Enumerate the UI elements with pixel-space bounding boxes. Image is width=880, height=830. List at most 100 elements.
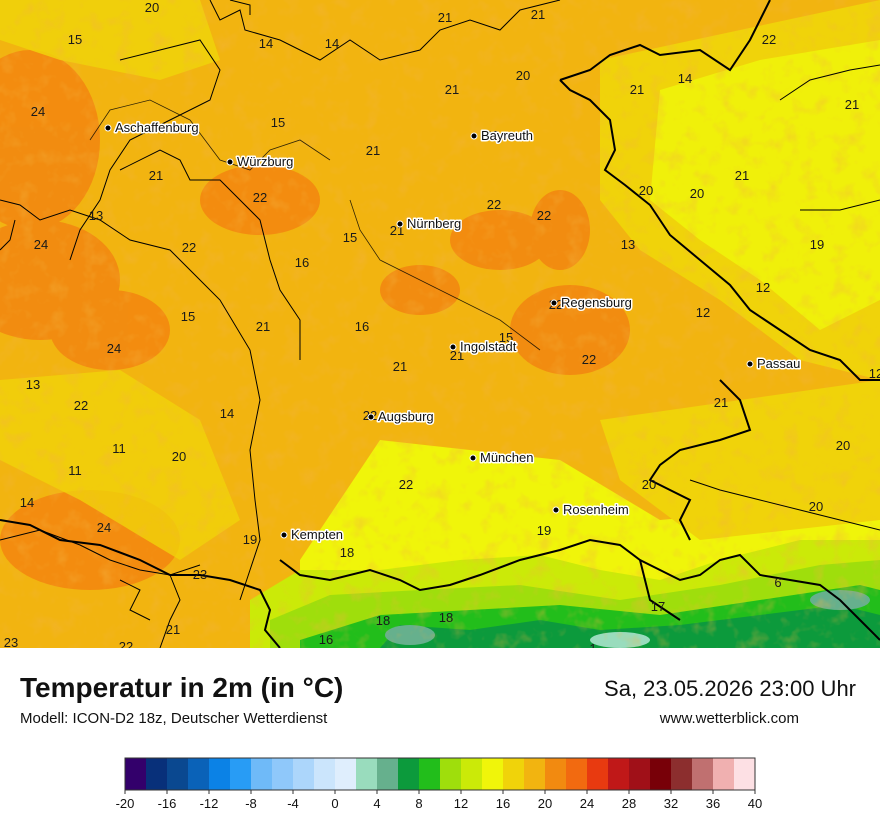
temperature-value: 24 bbox=[31, 104, 45, 119]
model-info: Modell: ICON-D2 18z, Deutscher Wetterdie… bbox=[20, 710, 328, 727]
city-label: Würzburg bbox=[237, 154, 293, 169]
temperature-value: 24 bbox=[34, 237, 48, 252]
legend-swatch bbox=[482, 758, 504, 790]
legend-tick-label: 20 bbox=[538, 796, 552, 811]
city-label: Augsburg bbox=[378, 409, 434, 424]
temperature-value: 20 bbox=[516, 68, 530, 83]
temperature-value: 19 bbox=[243, 532, 257, 547]
temperature-value: 15 bbox=[181, 309, 195, 324]
temperature-value: 24 bbox=[107, 341, 121, 356]
temperature-value: 19 bbox=[537, 523, 551, 538]
temperature-value: 12 bbox=[756, 280, 770, 295]
temperature-value: 22 bbox=[487, 197, 501, 212]
legend-swatch bbox=[272, 758, 294, 790]
temperature-value: 20 bbox=[485, 128, 499, 143]
temperature-value: 16 bbox=[355, 319, 369, 334]
city-label: Nürnberg bbox=[407, 216, 461, 231]
legend-swatch bbox=[251, 758, 273, 790]
temperature-value: 21 bbox=[149, 168, 163, 183]
legend-tick-label: -12 bbox=[200, 796, 219, 811]
temperature-value: 14 bbox=[259, 36, 273, 51]
temperature-value: 20 bbox=[639, 183, 653, 198]
legend-tick-label: -4 bbox=[287, 796, 299, 811]
temperature-value: 22 bbox=[537, 208, 551, 223]
city-label: Bayreuth bbox=[481, 128, 533, 143]
legend-tick-label: 28 bbox=[622, 796, 636, 811]
temperature-value: 22 bbox=[582, 352, 596, 367]
temperature-value: 11 bbox=[112, 441, 126, 456]
temperature-value: 22 bbox=[182, 240, 196, 255]
temperature-value: 21 bbox=[366, 143, 380, 158]
temperature-value: 23 bbox=[4, 635, 18, 648]
temperature-value: 21 bbox=[438, 10, 452, 25]
map-title: Temperatur in 2m (in °C) bbox=[20, 672, 344, 703]
temperature-value: 21 bbox=[166, 622, 180, 637]
website-link[interactable]: www.wetterblick.com bbox=[659, 710, 799, 727]
legend-swatch bbox=[650, 758, 672, 790]
legend-tick-label: 16 bbox=[496, 796, 510, 811]
legend-tick-label: 12 bbox=[454, 796, 468, 811]
temperature-value: 16 bbox=[319, 632, 333, 647]
legend-swatch bbox=[629, 758, 651, 790]
temperature-value: 14 bbox=[678, 71, 692, 86]
temperature-value: 12 bbox=[869, 366, 880, 381]
footer: Temperatur in 2m (in °C) Modell: ICON-D2… bbox=[0, 648, 880, 830]
legend-swatch bbox=[734, 758, 756, 790]
forecast-datetime: Sa, 23.05.2026 23:00 Uhr bbox=[604, 676, 856, 701]
legend-swatch bbox=[461, 758, 483, 790]
color-legend: -20 -16 -12 -8 -4 0 4 8 12 16 20 24 28 32 36 40 bbox=[0, 754, 880, 824]
temperature-value: 21 bbox=[393, 359, 407, 374]
legend-swatch bbox=[167, 758, 189, 790]
city-dot bbox=[449, 343, 457, 351]
city-dot bbox=[226, 158, 234, 166]
temperature-value: 15 bbox=[68, 32, 82, 47]
legend-swatch bbox=[524, 758, 546, 790]
temperature-value: 22 bbox=[119, 639, 133, 648]
temperature-value: 24 bbox=[97, 520, 111, 535]
city-label: Aschaffenburg bbox=[115, 120, 199, 135]
city-label: Ingolstadt bbox=[460, 339, 517, 354]
temperature-value: 18 bbox=[376, 613, 390, 628]
legend-tick-label: 8 bbox=[415, 796, 422, 811]
country-borders bbox=[0, 0, 880, 648]
legend-tick-label: -16 bbox=[158, 796, 177, 811]
temperature-value: 12 bbox=[696, 305, 710, 320]
city-dot bbox=[367, 413, 375, 421]
legend-swatch bbox=[398, 758, 420, 790]
city-dot bbox=[470, 132, 478, 140]
city-dot bbox=[746, 360, 754, 368]
temperature-value: 18 bbox=[439, 610, 453, 625]
legend-swatch bbox=[188, 758, 210, 790]
temperature-value: 20 bbox=[836, 438, 850, 453]
legend-swatch bbox=[314, 758, 336, 790]
city-dot bbox=[550, 299, 558, 307]
temperature-value: 19 bbox=[810, 237, 824, 252]
legend-tick-label: -20 bbox=[116, 796, 135, 811]
temperature-value: 23 bbox=[193, 567, 207, 582]
legend-tick-label: -8 bbox=[245, 796, 257, 811]
legend-swatch bbox=[335, 758, 357, 790]
temperature-value: 20 bbox=[642, 477, 656, 492]
temperature-value: 13 bbox=[621, 237, 635, 252]
legend-swatch bbox=[440, 758, 462, 790]
city-markers: Aschaffenburg Würzburg Bayreuth Nürnberg Reg… bbox=[104, 119, 802, 544]
legend-swatch bbox=[125, 758, 147, 790]
city-label: Passau bbox=[757, 356, 800, 371]
legend-swatch bbox=[713, 758, 735, 790]
temperature-value: 18 bbox=[340, 545, 354, 560]
legend-swatch bbox=[356, 758, 378, 790]
legend-swatch bbox=[293, 758, 315, 790]
temperature-value: 21 bbox=[735, 168, 749, 183]
city-dot bbox=[469, 454, 477, 462]
temperature-value: 11 bbox=[68, 463, 82, 478]
temperature-value: 21 bbox=[450, 348, 464, 363]
city-dot bbox=[552, 506, 560, 514]
map-svg: 20 21 21 14 14 15 22 20 21 14 21 24 15 21 20 21 22 21 20 20… bbox=[0, 0, 880, 648]
city-label: Kempten bbox=[291, 527, 343, 542]
city-label: Regensburg bbox=[561, 295, 632, 310]
legend-border bbox=[124, 757, 756, 791]
temperature-value: 21 bbox=[714, 395, 728, 410]
temperature-value: 17 bbox=[651, 599, 665, 614]
legend-svg: -20 -16 -12 -8 -4 0 4 8 12 16 20 24 28 32 36 40 bbox=[116, 757, 762, 811]
temperature-value: 16 bbox=[295, 255, 309, 270]
